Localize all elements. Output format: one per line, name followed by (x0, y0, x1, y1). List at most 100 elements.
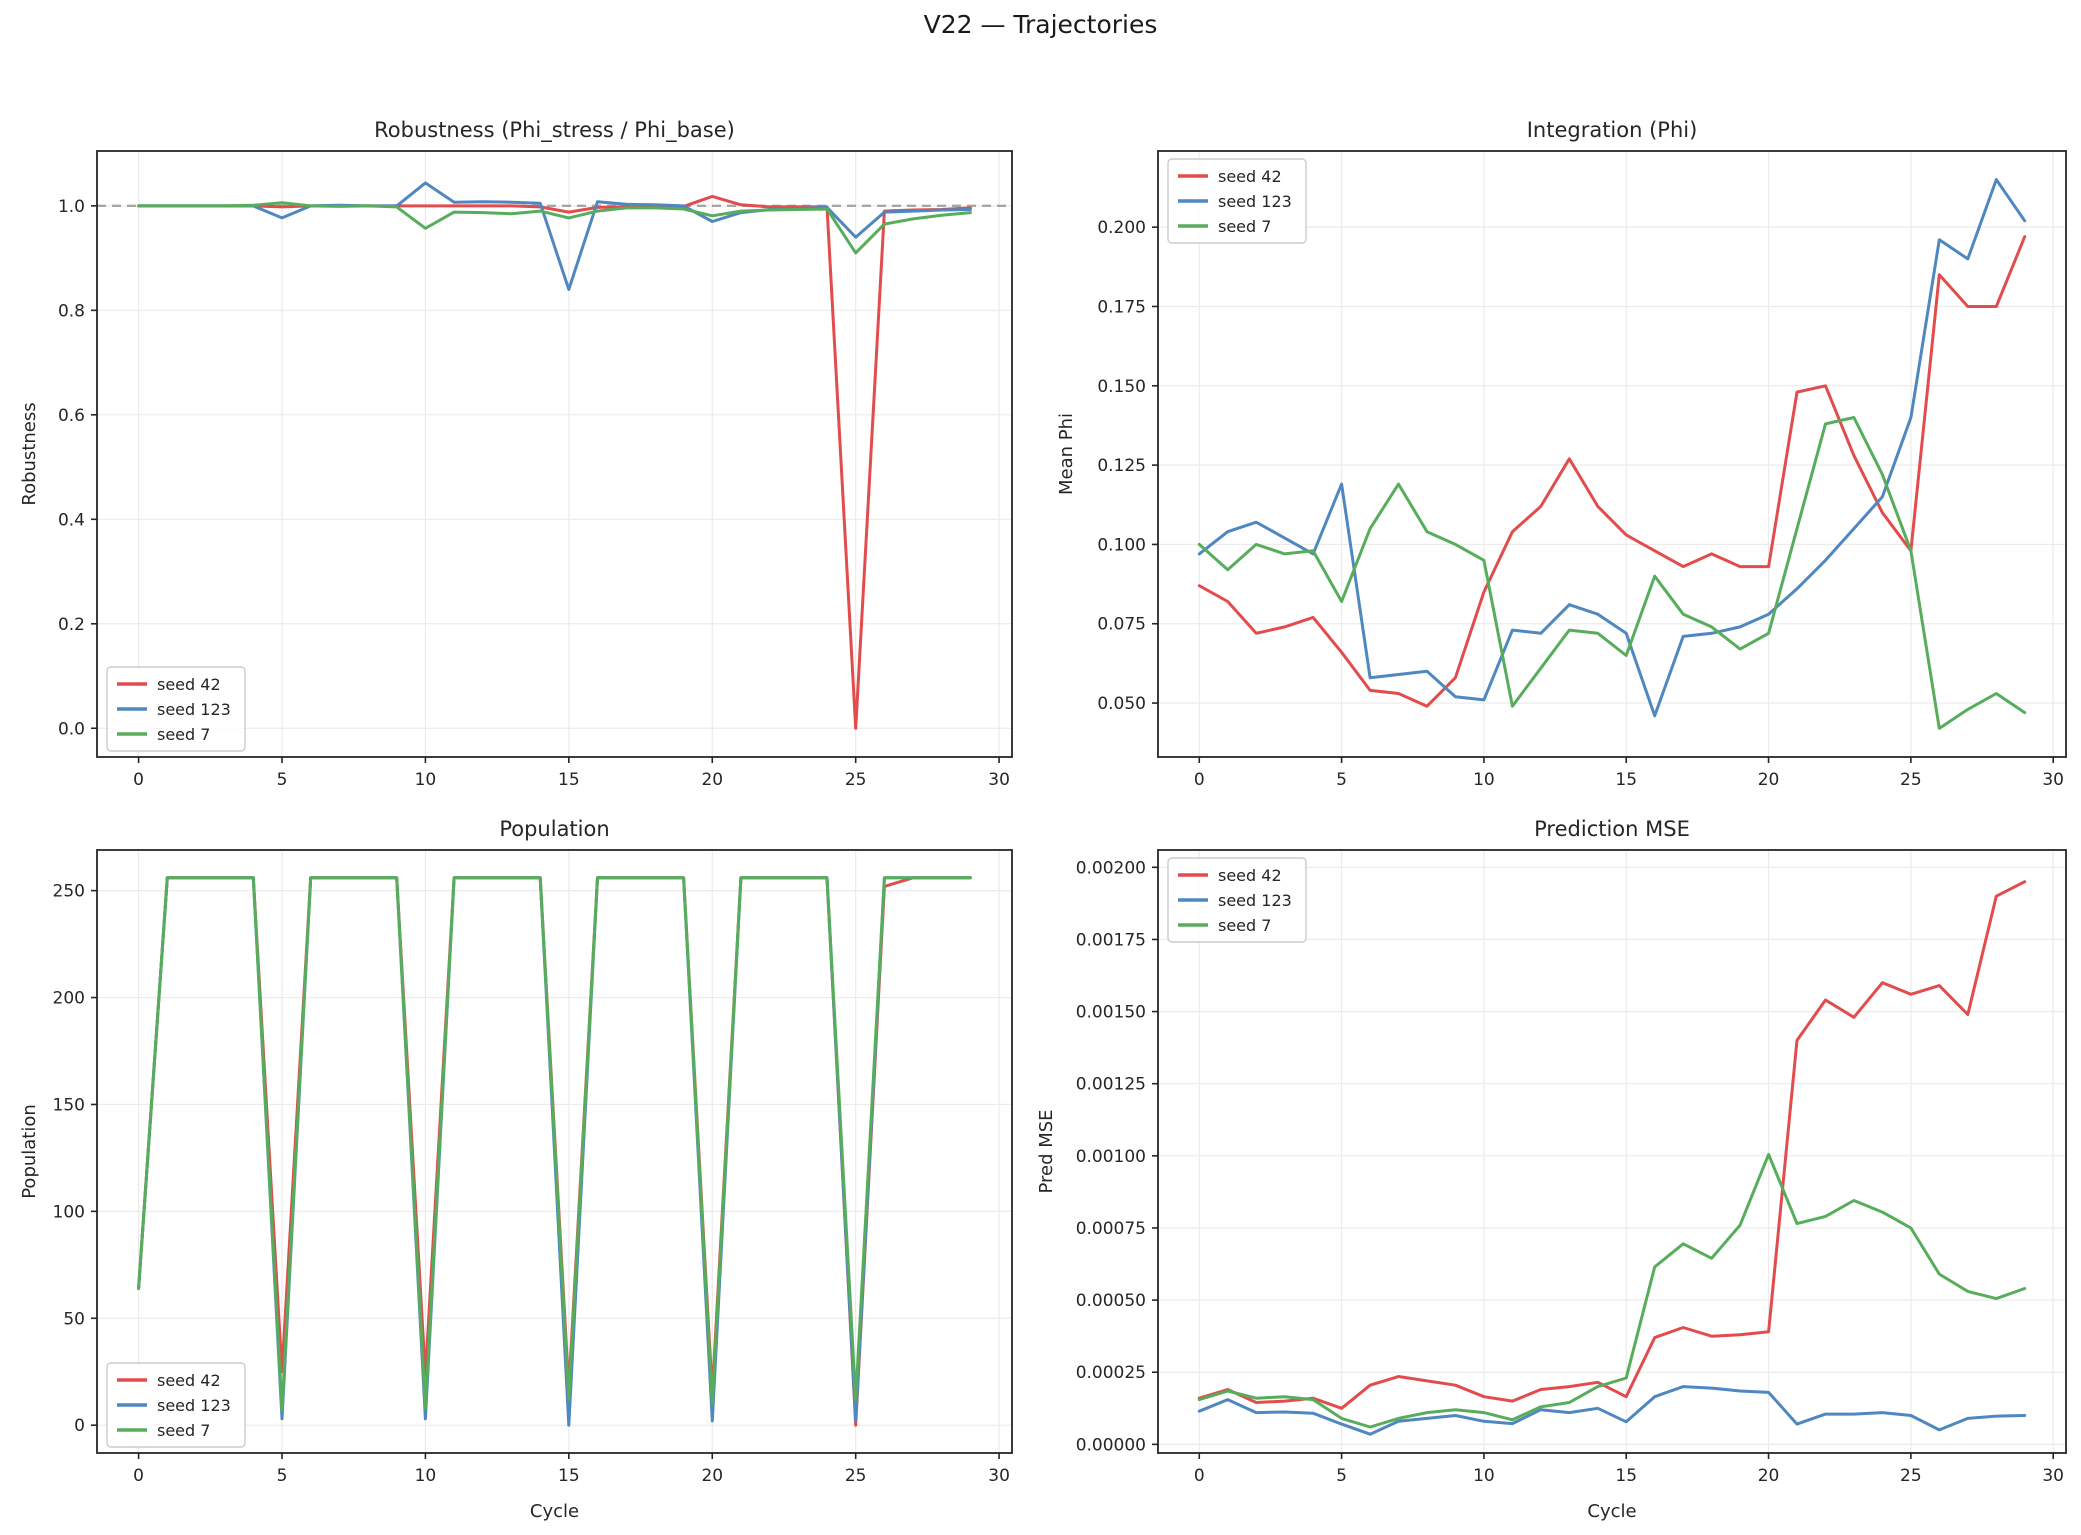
x-tick-label: 10 (415, 770, 437, 790)
y-tick-label: 0.200 (1097, 218, 1146, 238)
x-tick-label: 5 (277, 1466, 288, 1486)
x-tick-label: 15 (558, 770, 580, 790)
x-tick-label: 5 (1336, 1466, 1347, 1486)
y-tick-label: 0.2 (58, 615, 85, 635)
chart-title: Population (499, 817, 609, 841)
x-tick-label: 10 (415, 1466, 437, 1486)
y-tick-label: 250 (53, 882, 85, 902)
y-tick-label: 0.150 (1097, 377, 1146, 397)
x-tick-label: 25 (1900, 770, 1922, 790)
legend-label: seed 7 (157, 1421, 210, 1440)
x-tick-label: 0 (1194, 770, 1205, 790)
y-tick-label: 0.8 (58, 301, 85, 321)
chart-prediction-mse: 0 5 10 15 20 25 30 0.00000 0.00025 0.00050 0.00075… (1036, 817, 2067, 1522)
y-tick-label: 0.075 (1097, 615, 1146, 635)
y-tick-label: 0.00100 (1076, 1147, 1146, 1167)
chart-population: 0 5 10 15 20 25 30 0 50 100 150 200 250 Population Cyc… (19, 817, 1013, 1522)
series-line-seed-42 (137, 194, 972, 730)
legend-box (106, 1362, 246, 1448)
y-tick-label: 0.00200 (1076, 858, 1146, 878)
x-axis-label: Cycle (530, 1501, 579, 1522)
x-tick-label: 0 (133, 1466, 144, 1486)
y-tick-label: 100 (53, 1202, 85, 1222)
y-tick-label: 1.0 (58, 197, 85, 217)
legend: seed 42 seed 123 seed 7 (1167, 857, 1307, 943)
x-axis-label: Cycle (1587, 1501, 1636, 1522)
legend-label: seed 7 (157, 725, 210, 744)
legend: seed 42 seed 123 seed 7 (106, 1362, 246, 1448)
y-tick-label: 0.175 (1097, 297, 1146, 317)
legend-box (106, 666, 246, 752)
y-axis-label: Robustness (19, 402, 40, 505)
legend-label: seed 42 (157, 1371, 221, 1390)
series-line-seed-123 (1197, 178, 2027, 718)
x-tick-label: 5 (1336, 770, 1347, 790)
series-line-seed-123 (137, 181, 972, 291)
chart-robustness: 0 5 10 15 20 25 30 0.0 0.2 0.4 0.6 0.8 1.0 Robustness… (19, 118, 1013, 790)
y-tick-label: 0.00175 (1076, 930, 1146, 950)
legend-label: seed 7 (1218, 916, 1271, 935)
legend: seed 42 seed 123 seed 7 (1167, 158, 1307, 244)
y-tick-label: 0.125 (1097, 456, 1146, 476)
y-tick-label: 0.00000 (1076, 1435, 1146, 1455)
y-axis-label: Population (19, 1104, 40, 1199)
y-tick-label: 0.0 (58, 719, 85, 739)
x-tick-label: 20 (1758, 770, 1780, 790)
axes-frame (96, 849, 1013, 1454)
series-line-seed-123 (1197, 1385, 2027, 1436)
x-tick-label: 15 (558, 1466, 580, 1486)
x-tick-label: 10 (1473, 770, 1495, 790)
y-axis-label: Mean Phi (1056, 413, 1077, 495)
y-tick-label: 50 (63, 1309, 85, 1329)
x-tick-label: 25 (845, 770, 867, 790)
y-tick-label: 0.050 (1097, 694, 1146, 714)
figure-title: V22 — Trajectories (923, 10, 1158, 39)
legend-label: seed 7 (1218, 217, 1271, 236)
x-tick-label: 0 (1194, 1466, 1205, 1486)
series-line-seed-7 (137, 201, 972, 255)
series-line-seed-7 (137, 876, 972, 1412)
x-tick-label: 20 (1758, 1466, 1780, 1486)
series-line-seed-42 (1197, 235, 2027, 708)
x-tick-label: 30 (2042, 1466, 2064, 1486)
y-axis-label: Pred MSE (1036, 1109, 1057, 1193)
legend-label: seed 123 (1218, 192, 1292, 211)
legend: seed 42 seed 123 seed 7 (106, 666, 246, 752)
chart-integration-phi: 0 5 10 15 20 25 30 0.050 0.075 0.100 0.125 0.150 0.1… (1056, 118, 2067, 790)
x-tick-label: 30 (988, 770, 1010, 790)
legend-label: seed 42 (157, 675, 221, 694)
x-tick-label: 15 (1615, 770, 1637, 790)
series-line-seed-42 (1197, 880, 2027, 1410)
legend-box (1167, 158, 1307, 244)
y-tick-label: 200 (53, 989, 85, 1009)
y-tick-label: 0.00050 (1076, 1291, 1146, 1311)
legend-label: seed 42 (1218, 167, 1282, 186)
chart-title: Integration (Phi) (1527, 118, 1698, 142)
chart-title: Prediction MSE (1534, 817, 1690, 841)
y-tick-label: 150 (53, 1095, 85, 1115)
x-tick-label: 25 (1900, 1466, 1922, 1486)
axes-frame (1157, 849, 2067, 1454)
x-tick-label: 30 (988, 1466, 1010, 1486)
legend-label: seed 123 (157, 700, 231, 719)
x-tick-label: 15 (1615, 1466, 1637, 1486)
axes-frame (1157, 150, 2067, 758)
axes-frame (96, 150, 1013, 758)
legend-label: seed 123 (157, 1396, 231, 1415)
y-tick-label: 0.00075 (1076, 1219, 1146, 1239)
x-tick-label: 5 (277, 770, 288, 790)
y-tick-label: 0.100 (1097, 535, 1146, 555)
series-line-seed-7 (1197, 416, 2027, 730)
y-tick-label: 0 (74, 1416, 85, 1436)
y-tick-label: 0.6 (58, 406, 85, 426)
y-tick-label: 0.00025 (1076, 1363, 1146, 1383)
x-tick-label: 25 (845, 1466, 867, 1486)
legend-label: seed 42 (1218, 866, 1282, 885)
x-tick-label: 10 (1473, 1466, 1495, 1486)
legend-box (1167, 857, 1307, 943)
y-tick-label: 0.00125 (1076, 1075, 1146, 1095)
chart-title: Robustness (Phi_stress / Phi_base) (374, 118, 735, 143)
y-tick-label: 0.00150 (1076, 1003, 1146, 1023)
x-tick-label: 20 (701, 770, 723, 790)
x-tick-label: 0 (133, 770, 144, 790)
